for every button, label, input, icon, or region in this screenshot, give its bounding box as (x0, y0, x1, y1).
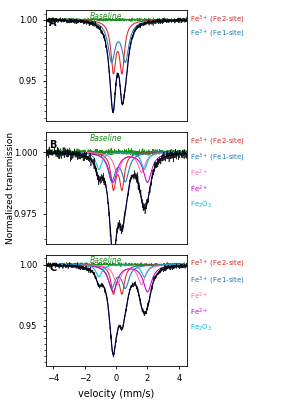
X-axis label: velocity (mm/s): velocity (mm/s) (78, 389, 154, 399)
Text: Fe$^{3+}$ (Fe1-site): Fe$^{3+}$ (Fe1-site) (190, 152, 244, 164)
Text: Normalized transmission: Normalized transmission (6, 132, 15, 244)
Text: A: A (49, 18, 57, 28)
Text: Fe$^{2+}$: Fe$^{2+}$ (190, 184, 208, 196)
Text: Fe$^{2+}$: Fe$^{2+}$ (190, 290, 208, 302)
Text: Fe$_2$O$_3$: Fe$_2$O$_3$ (190, 200, 211, 210)
Text: Fe$^{2+}$: Fe$^{2+}$ (190, 306, 208, 318)
Text: B: B (49, 140, 56, 150)
Text: Baseline: Baseline (90, 12, 123, 21)
Text: Fe$^{3+}$ (Fe2-site): Fe$^{3+}$ (Fe2-site) (190, 13, 244, 26)
Text: C: C (49, 262, 56, 272)
Text: Fe$^{3+}$ (Fe1-site): Fe$^{3+}$ (Fe1-site) (190, 28, 244, 40)
Text: Baseline: Baseline (90, 256, 123, 266)
Text: Fe$_2$O$_3$: Fe$_2$O$_3$ (190, 323, 211, 333)
Text: Fe$^{3+}$ (Fe2-site): Fe$^{3+}$ (Fe2-site) (190, 136, 244, 148)
Text: Fe$^{3+}$ (Fe1-site): Fe$^{3+}$ (Fe1-site) (190, 274, 244, 286)
Text: Fe$^{2+}$: Fe$^{2+}$ (190, 168, 208, 179)
Text: Baseline: Baseline (90, 134, 123, 143)
Text: Fe$^{3+}$ (Fe2-site): Fe$^{3+}$ (Fe2-site) (190, 258, 244, 270)
